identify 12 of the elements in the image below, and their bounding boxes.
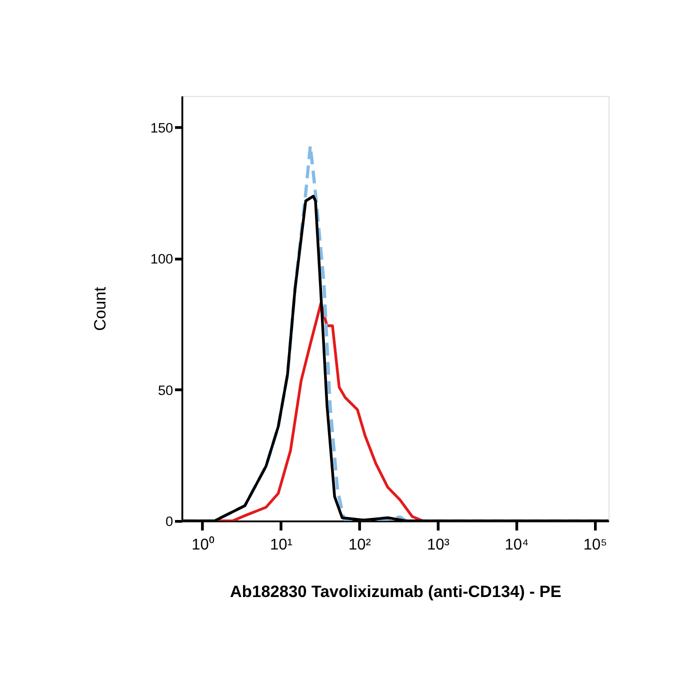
x-tick-label: 10³ — [427, 536, 450, 554]
y-tick-label: 150 — [150, 120, 174, 136]
x-tick-label: 10⁰ — [192, 536, 215, 554]
x-tick-label: 10⁴ — [504, 536, 529, 554]
x-tick-label: 10¹ — [270, 536, 292, 554]
y-tick-label: 100 — [150, 252, 174, 267]
y-axis-title: Count — [92, 286, 110, 331]
y-tick-label: 50 — [158, 382, 174, 398]
x-tick-label: 10² — [348, 536, 371, 554]
x-axis-title: Ab182830 Tavolixizumab (anti-CD134) - PE — [230, 583, 562, 602]
x-tick-label: 10⁵ — [583, 536, 608, 554]
y-tick-label: 0 — [166, 514, 174, 529]
